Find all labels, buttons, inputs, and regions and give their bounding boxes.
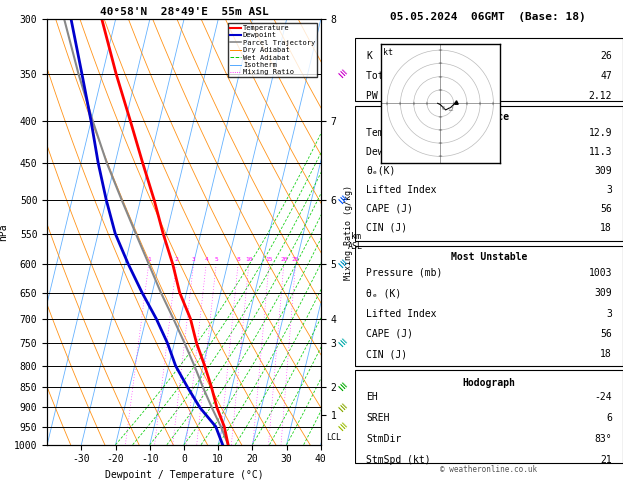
Text: Lifted Index: Lifted Index bbox=[366, 309, 437, 318]
Y-axis label: hPa: hPa bbox=[0, 223, 8, 241]
Text: 3: 3 bbox=[192, 257, 196, 262]
Text: CAPE (J): CAPE (J) bbox=[366, 329, 413, 339]
Text: Dewp (°C): Dewp (°C) bbox=[366, 147, 419, 157]
Text: ≡: ≡ bbox=[333, 419, 348, 434]
Text: 1003: 1003 bbox=[589, 268, 612, 278]
Text: 309: 309 bbox=[594, 288, 612, 298]
Text: 18: 18 bbox=[600, 349, 612, 359]
Text: -24: -24 bbox=[594, 392, 612, 402]
Text: 309: 309 bbox=[594, 166, 612, 176]
Text: 11.3: 11.3 bbox=[589, 147, 612, 157]
Text: 5: 5 bbox=[214, 257, 218, 262]
Text: StmDir: StmDir bbox=[366, 434, 401, 444]
X-axis label: Dewpoint / Temperature (°C): Dewpoint / Temperature (°C) bbox=[104, 470, 264, 480]
Text: Totals Totals: Totals Totals bbox=[366, 71, 442, 81]
Text: 3: 3 bbox=[606, 185, 612, 195]
Text: PW (cm): PW (cm) bbox=[366, 91, 407, 101]
Text: EH: EH bbox=[366, 392, 378, 402]
Text: Pressure (mb): Pressure (mb) bbox=[366, 268, 442, 278]
Text: 2: 2 bbox=[174, 257, 178, 262]
Text: K: K bbox=[366, 51, 372, 61]
Text: Hodograph: Hodograph bbox=[462, 378, 516, 388]
Text: Mixing Ratio (g/kg): Mixing Ratio (g/kg) bbox=[343, 185, 353, 279]
Text: 3: 3 bbox=[606, 309, 612, 318]
Text: ≡: ≡ bbox=[333, 380, 348, 395]
Text: 56: 56 bbox=[600, 329, 612, 339]
Text: LCL: LCL bbox=[326, 433, 342, 442]
Text: ≡: ≡ bbox=[333, 192, 348, 207]
Text: Most Unstable: Most Unstable bbox=[451, 252, 527, 262]
Bar bbox=[355, 370, 623, 463]
Title: 40°58'N  28°49'E  55m ASL: 40°58'N 28°49'E 55m ASL bbox=[99, 7, 269, 17]
Text: CAPE (J): CAPE (J) bbox=[366, 204, 413, 214]
Text: 6: 6 bbox=[442, 106, 445, 111]
Text: StmSpd (kt): StmSpd (kt) bbox=[366, 454, 431, 465]
Bar bbox=[355, 38, 623, 101]
Text: 83°: 83° bbox=[594, 434, 612, 444]
Text: Lifted Index: Lifted Index bbox=[366, 185, 437, 195]
Text: SREH: SREH bbox=[366, 413, 389, 423]
Text: θₑ (K): θₑ (K) bbox=[366, 288, 401, 298]
Text: Surface: Surface bbox=[469, 112, 509, 122]
Text: 25: 25 bbox=[292, 257, 299, 262]
Text: 18: 18 bbox=[600, 223, 612, 233]
Text: 6: 6 bbox=[606, 413, 612, 423]
Text: θₑ(K): θₑ(K) bbox=[366, 166, 396, 176]
Text: 15: 15 bbox=[265, 257, 273, 262]
Text: Temp (°C): Temp (°C) bbox=[366, 128, 419, 138]
Text: ≡: ≡ bbox=[333, 257, 348, 272]
Text: 20: 20 bbox=[280, 257, 287, 262]
Text: 8: 8 bbox=[236, 257, 240, 262]
Text: ≡: ≡ bbox=[333, 400, 348, 415]
Text: 4: 4 bbox=[204, 257, 208, 262]
Text: 56: 56 bbox=[600, 204, 612, 214]
Text: 21: 21 bbox=[600, 454, 612, 465]
Text: ≡: ≡ bbox=[333, 336, 348, 350]
Text: 10: 10 bbox=[245, 257, 253, 262]
Y-axis label: km
ASL: km ASL bbox=[348, 232, 364, 251]
Bar bbox=[355, 246, 623, 365]
Text: 12.9: 12.9 bbox=[589, 128, 612, 138]
Text: ≡: ≡ bbox=[333, 67, 348, 81]
Legend: Temperature, Dewpoint, Parcel Trajectory, Dry Adiabat, Wet Adiabat, Isotherm, Mi: Temperature, Dewpoint, Parcel Trajectory… bbox=[228, 23, 317, 77]
Text: CIN (J): CIN (J) bbox=[366, 349, 407, 359]
Text: kt: kt bbox=[383, 48, 393, 56]
Bar bbox=[355, 105, 623, 241]
Text: 47: 47 bbox=[600, 71, 612, 81]
Text: 12: 12 bbox=[447, 107, 454, 112]
Text: CIN (J): CIN (J) bbox=[366, 223, 407, 233]
Text: © weatheronline.co.uk: © weatheronline.co.uk bbox=[440, 465, 538, 474]
Text: 2.12: 2.12 bbox=[589, 91, 612, 101]
Text: 1: 1 bbox=[147, 257, 150, 262]
Text: 05.05.2024  06GMT  (Base: 18): 05.05.2024 06GMT (Base: 18) bbox=[389, 12, 586, 22]
Text: 26: 26 bbox=[600, 51, 612, 61]
